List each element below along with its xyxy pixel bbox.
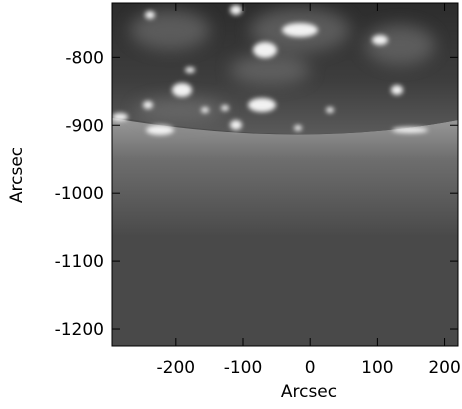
y-tick-label: -1200 xyxy=(55,320,104,340)
y-tick-label: -1100 xyxy=(55,252,104,272)
x-tick-label: 0 xyxy=(305,358,316,378)
plot-frame xyxy=(111,2,459,347)
y-axis-label: Arcsec xyxy=(7,147,27,203)
x-tick-label: -100 xyxy=(224,358,263,378)
y-tick-label: -1000 xyxy=(55,184,104,204)
x-tick-label: 100 xyxy=(361,358,393,378)
x-tick-label: 200 xyxy=(428,358,460,378)
y-tick-label: -900 xyxy=(65,116,104,136)
y-tick-label: -800 xyxy=(65,48,104,68)
x-tick-label: -200 xyxy=(157,358,196,378)
x-axis-label: Arcsec xyxy=(281,382,337,402)
solar-image xyxy=(112,3,458,346)
